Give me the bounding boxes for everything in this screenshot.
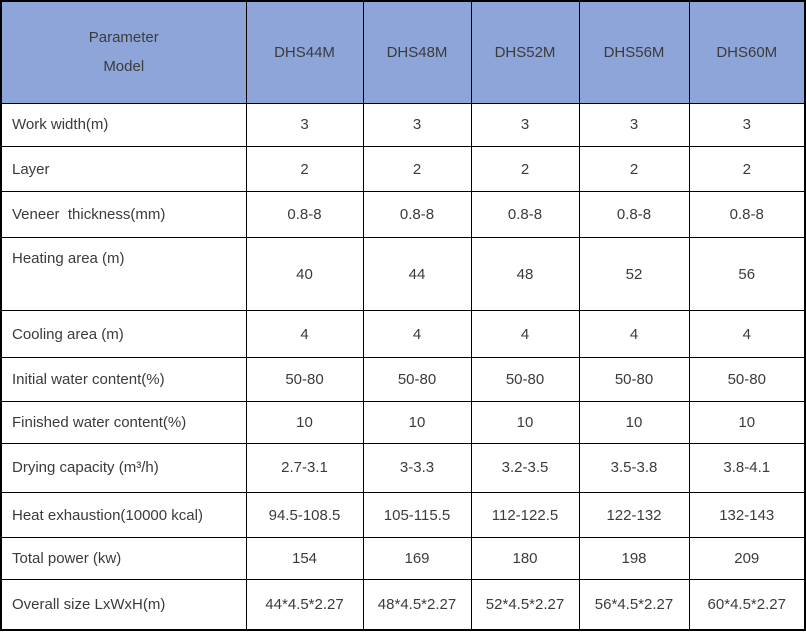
cell-value: 132-143	[688, 491, 806, 539]
cell-value: 52	[578, 237, 690, 312]
table-row-initial-water-content: Initial water content(%) 50-80 50-80 50-…	[0, 356, 806, 402]
cell-value: 50-80	[470, 356, 580, 402]
cell-value: 2	[245, 145, 364, 193]
row-label: Layer	[0, 145, 247, 193]
cell-value: 60*4.5*2.27	[688, 579, 806, 631]
cell-value: 3	[245, 102, 364, 147]
row-label: Drying capacity (m³/h)	[0, 442, 247, 493]
table-row-heat-exhaustion: Heat exhaustion(10000 kcal) 94.5-108.5 1…	[0, 491, 806, 539]
cell-value: 50-80	[578, 356, 690, 402]
cell-value: 3-3.3	[362, 442, 472, 493]
cell-value: 2	[688, 145, 806, 193]
cell-value: 180	[470, 537, 580, 581]
cell-value: 4	[578, 310, 690, 358]
cell-value: 0.8-8	[245, 191, 364, 239]
corner-label-model: Model	[103, 58, 145, 76]
model-column-header-dhs60m: DHS60M	[688, 0, 806, 104]
table-header-row: Parameter Model DHS44M DHS48M DHS52M DHS…	[0, 0, 806, 104]
cell-value: 4	[245, 310, 364, 358]
table-row-drying-capacity: Drying capacity (m³/h) 2.7-3.1 3-3.3 3.2…	[0, 442, 806, 493]
row-label: Veneer thickness(mm)	[0, 191, 247, 239]
table-row-heating-area: Heating area (m) 40 44 48 52 56	[0, 237, 806, 312]
table-row-veneer-thickness: Veneer thickness(mm) 0.8-8 0.8-8 0.8-8 0…	[0, 191, 806, 239]
cell-value: 94.5-108.5	[245, 491, 364, 539]
cell-value: 0.8-8	[470, 191, 580, 239]
cell-value: 2	[470, 145, 580, 193]
table-row-layer: Layer 2 2 2 2 2	[0, 145, 806, 193]
cell-value: 112-122.5	[470, 491, 580, 539]
row-label: Finished water content(%)	[0, 400, 247, 444]
cell-value: 44	[362, 237, 472, 312]
cell-value: 2	[362, 145, 472, 193]
cell-value: 169	[362, 537, 472, 581]
row-label: Cooling area (m)	[0, 310, 247, 358]
row-label: Work width(m)	[0, 102, 247, 147]
cell-value: 122-132	[578, 491, 690, 539]
cell-value: 2	[578, 145, 690, 193]
cell-value: 2.7-3.1	[245, 442, 364, 493]
cell-value: 198	[578, 537, 690, 581]
cell-value: 50-80	[362, 356, 472, 402]
cell-value: 3.8-4.1	[688, 442, 806, 493]
cell-value: 48	[470, 237, 580, 312]
header-cell-parameter-model: Parameter Model	[0, 0, 247, 104]
cell-value: 4	[470, 310, 580, 358]
row-label: Initial water content(%)	[0, 356, 247, 402]
cell-value: 50-80	[245, 356, 364, 402]
row-label: Heat exhaustion(10000 kcal)	[0, 491, 247, 539]
cell-value: 50-80	[688, 356, 806, 402]
cell-value: 0.8-8	[578, 191, 690, 239]
cell-value: 3.2-3.5	[470, 442, 580, 493]
table-row-total-power: Total power (kw) 154 169 180 198 209	[0, 537, 806, 581]
cell-value: 3	[470, 102, 580, 147]
table-row-finished-water-content: Finished water content(%) 10 10 10 10 10	[0, 400, 806, 444]
cell-value: 56*4.5*2.27	[578, 579, 690, 631]
cell-value: 3	[578, 102, 690, 147]
cell-value: 56	[688, 237, 806, 312]
cell-value: 52*4.5*2.27	[470, 579, 580, 631]
table-row-work-width: Work width(m) 3 3 3 3 3	[0, 102, 806, 147]
cell-value: 105-115.5	[362, 491, 472, 539]
cell-value: 10	[362, 400, 472, 444]
cell-value: 10	[245, 400, 364, 444]
model-column-header-dhs44m: DHS44M	[245, 0, 364, 104]
table-row-cooling-area: Cooling area (m) 4 4 4 4 4	[0, 310, 806, 358]
model-column-header-dhs56m: DHS56M	[578, 0, 690, 104]
cell-value: 40	[245, 237, 364, 312]
cell-value: 10	[578, 400, 690, 444]
cell-value: 48*4.5*2.27	[362, 579, 472, 631]
cell-value: 10	[688, 400, 806, 444]
cell-value: 4	[688, 310, 806, 358]
table-row-overall-size: Overall size LxWxH(m) 44*4.5*2.27 48*4.5…	[0, 579, 806, 631]
cell-value: 0.8-8	[362, 191, 472, 239]
model-column-header-dhs52m: DHS52M	[470, 0, 580, 104]
corner-label-parameter: Parameter	[88, 29, 159, 47]
model-column-header-dhs48m: DHS48M	[362, 0, 472, 104]
cell-value: 44*4.5*2.27	[245, 579, 364, 631]
cell-value: 4	[362, 310, 472, 358]
cell-value: 10	[470, 400, 580, 444]
cell-value: 0.8-8	[688, 191, 806, 239]
row-label: Overall size LxWxH(m)	[0, 579, 247, 631]
cell-value: 3.5-3.8	[578, 442, 690, 493]
cell-value: 209	[688, 537, 806, 581]
row-label: Heating area (m)	[0, 237, 247, 312]
cell-value: 3	[688, 102, 806, 147]
row-label: Total power (kw)	[0, 537, 247, 581]
cell-value: 154	[245, 537, 364, 581]
cell-value: 3	[362, 102, 472, 147]
